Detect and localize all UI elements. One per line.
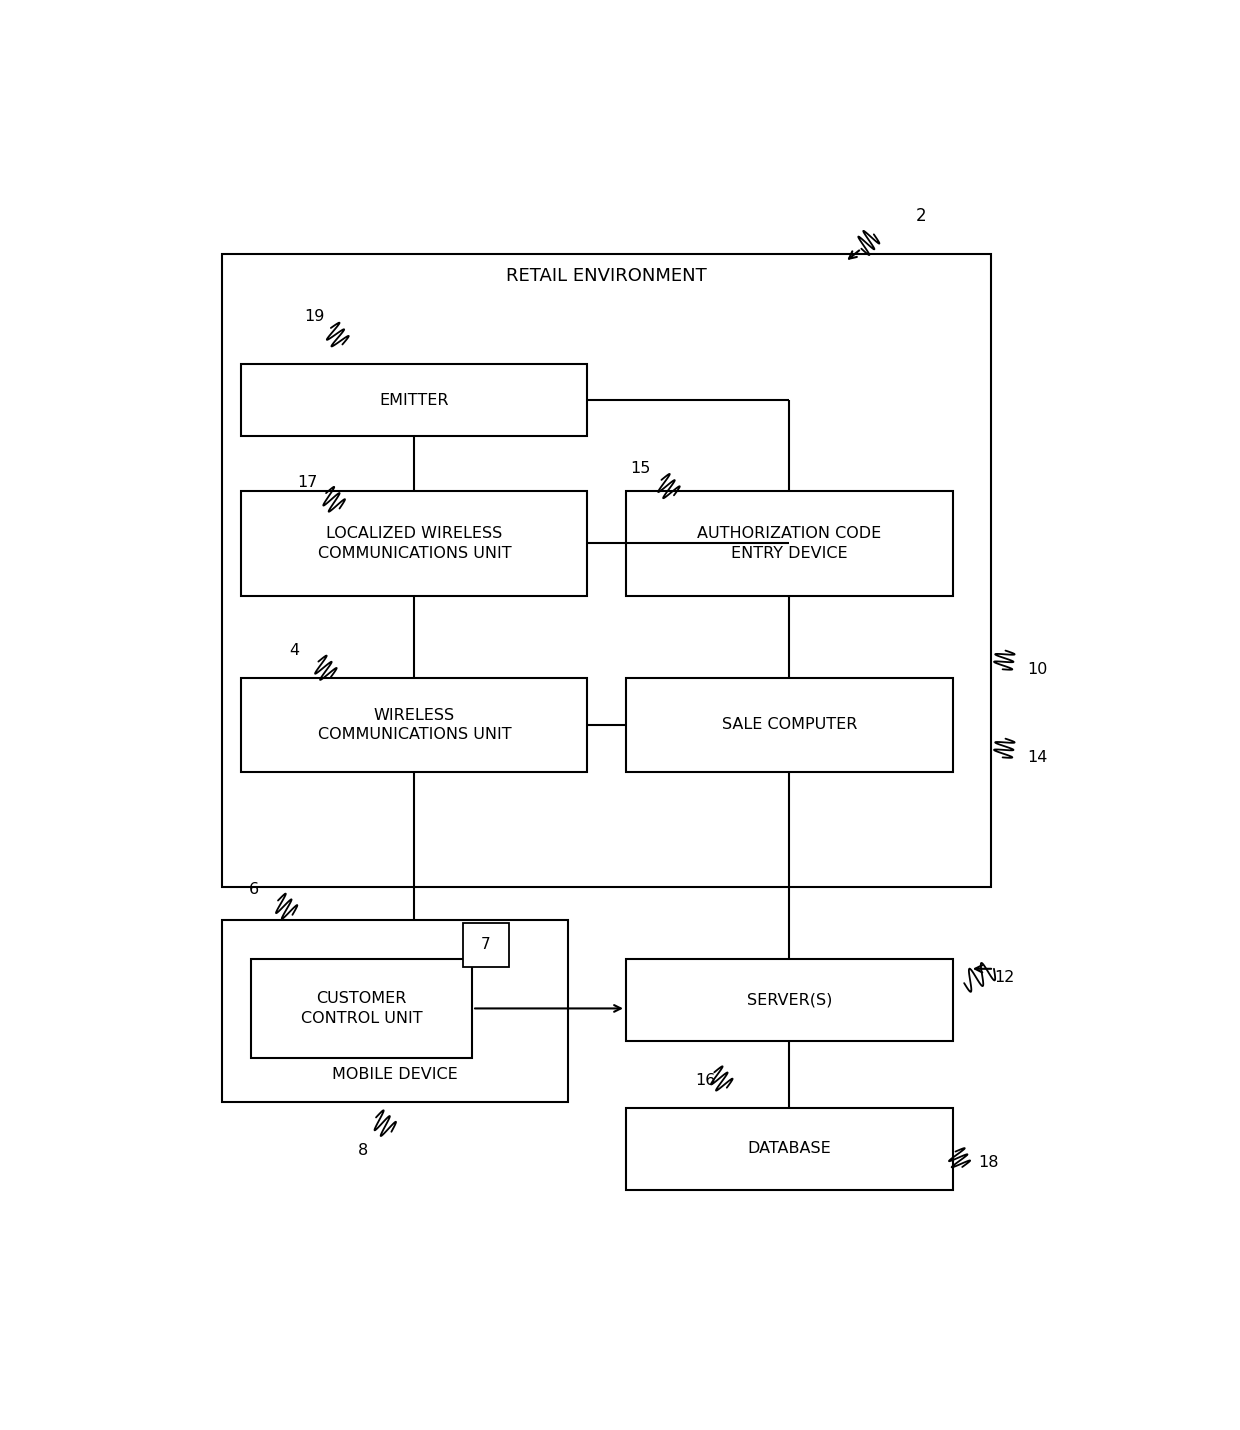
Text: 14: 14 [1028,749,1048,765]
Text: 8: 8 [357,1143,368,1158]
Text: MOBILE DEVICE: MOBILE DEVICE [332,1067,458,1083]
Text: AUTHORIZATION CODE
ENTRY DEVICE: AUTHORIZATION CODE ENTRY DEVICE [697,526,882,561]
Bar [626,678,952,772]
Bar [250,960,472,1058]
Text: LOCALIZED WIRELESS
COMMUNICATIONS UNIT: LOCALIZED WIRELESS COMMUNICATIONS UNIT [317,526,511,561]
Text: SERVER(S): SERVER(S) [746,992,832,1008]
Bar [626,490,952,595]
Text: 4: 4 [290,644,300,658]
Text: 16: 16 [696,1072,715,1087]
Text: 19: 19 [304,309,325,325]
Bar [242,365,588,436]
Bar [222,921,568,1103]
Bar [626,1107,952,1190]
Text: WIRELESS
COMMUNICATIONS UNIT: WIRELESS COMMUNICATIONS UNIT [317,708,511,742]
Text: 17: 17 [298,475,317,489]
Text: CUSTOMER
CONTROL UNIT: CUSTOMER CONTROL UNIT [301,991,423,1025]
Text: 7: 7 [481,937,490,952]
Text: 18: 18 [978,1155,999,1170]
Bar [463,922,508,967]
Text: EMITTER: EMITTER [379,393,449,408]
Text: 15: 15 [631,462,651,476]
Text: 2: 2 [916,207,926,225]
Text: DATABASE: DATABASE [748,1141,831,1157]
Bar [242,678,588,772]
Text: 12: 12 [994,970,1014,985]
Text: RETAIL ENVIRONMENT: RETAIL ENVIRONMENT [506,267,707,286]
Bar [626,960,952,1041]
Bar [222,255,991,887]
Text: SALE COMPUTER: SALE COMPUTER [722,718,857,732]
Text: 6: 6 [249,882,259,897]
Text: 10: 10 [1028,662,1048,676]
Bar [242,490,588,595]
